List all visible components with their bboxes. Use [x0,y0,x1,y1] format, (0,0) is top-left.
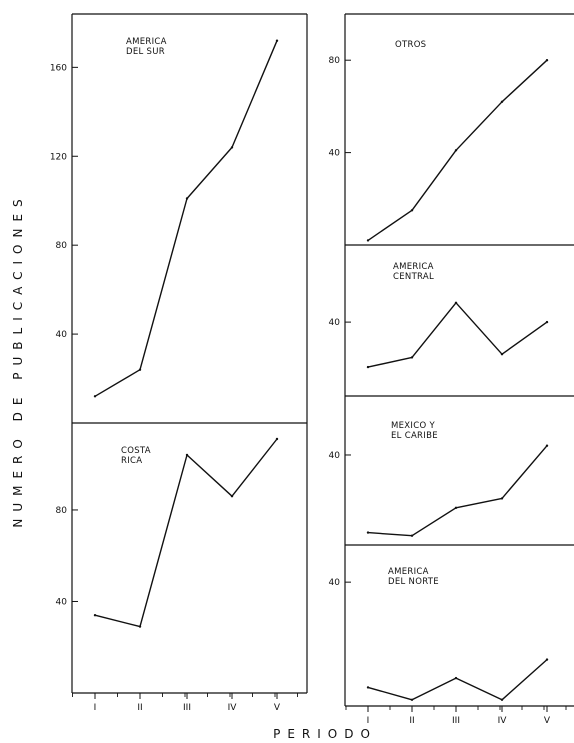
y-tick-label: 80 [56,241,68,251]
y-tick-label: 80 [56,506,68,516]
panel-right-3: 40 MEXICO YEL CARIBE [329,421,549,537]
data-point [454,676,458,680]
data-point [410,356,414,359]
y-axis-title: NUMERO DE PUBLICACIONES [11,192,25,527]
series-line [367,302,548,368]
data-point [500,497,504,500]
series-line [94,40,278,397]
data-point [545,320,549,324]
data-point [454,506,458,509]
panel-label: CENTRAL [393,272,434,282]
data-point [138,368,142,371]
panel-label: EL CARIBE [391,431,438,441]
data-point [185,453,189,457]
y-tick-label: 40 [329,318,341,328]
panel-label: RICA [121,456,142,466]
panel-label: OTROS [395,40,426,50]
data-point [93,614,97,617]
series-line [94,438,278,628]
y-tick-label: 40 [329,578,341,588]
panel-label: DEL SUR [126,47,165,57]
series-line [367,445,548,537]
data-point [500,353,504,356]
data-point [500,100,504,104]
y-tick-label: 40 [329,149,341,159]
x-axes: I II III IV VI II III IV V [72,692,574,726]
data-point [545,444,549,447]
panel-label: DEL NORTE [388,577,439,587]
panel-label: COSTA [121,446,151,456]
data-point [545,658,549,661]
x-tick-label: II [137,703,142,713]
data-point [366,365,370,369]
x-tick-label: I [94,703,97,713]
y-tick-label: 40 [329,451,341,461]
x-tick-label: III [452,716,460,726]
data-point [366,531,370,534]
x-tick-label: IV [228,703,238,713]
left-x-axis: I II III IV V [72,692,307,713]
series-line [367,659,548,701]
data-point [230,495,234,498]
x-axis-title: PERIODO [273,727,377,741]
series-line [367,59,548,241]
y-tick-label: 120 [50,152,67,162]
data-point [275,437,279,441]
data-point [230,146,234,149]
y-tick-label: 40 [56,597,68,607]
panel-frames [71,13,574,706]
data-point [93,395,97,398]
data-point [366,686,370,689]
data-point [454,301,458,304]
data-point [366,239,370,242]
panel-label: AMERICA [388,567,429,577]
right-x-axis: I II III IV V [345,705,574,726]
x-tick-label: I [367,716,370,726]
x-tick-label: II [409,716,414,726]
data-point [545,59,549,62]
data-point [410,698,414,701]
panel-label: AMERICA [393,262,434,272]
x-tick-label: V [274,703,281,713]
data-point [410,209,414,212]
data-point [185,197,189,200]
y-tick-label: 40 [56,330,68,340]
x-tick-label: IV [498,716,508,726]
data-point [500,698,504,701]
data-point [454,149,458,152]
y-tick-label: 80 [329,56,341,66]
data-point [410,534,414,537]
x-tick-label: III [183,703,191,713]
panel-right-1: 40 80 OTROS [329,40,549,242]
y-tick-label: 160 [50,63,67,73]
panel-label: MEXICO Y [391,421,435,431]
data-point [138,625,142,628]
data-point [275,39,279,42]
x-tick-label: V [544,716,551,726]
panel-label: AMERICA [126,37,167,47]
